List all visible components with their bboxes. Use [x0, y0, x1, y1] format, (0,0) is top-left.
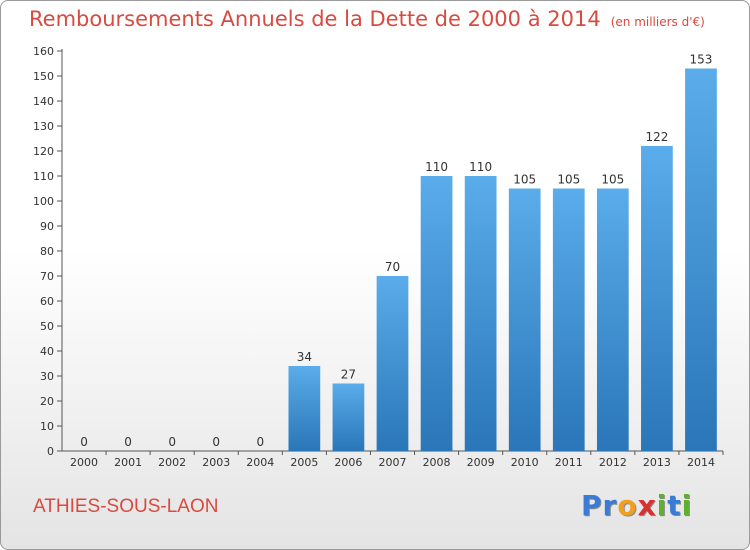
logo-letter: t: [667, 489, 682, 522]
bar-2009: [464, 176, 497, 451]
value-label: 70: [385, 260, 400, 274]
title-unit: (en milliers d'€): [610, 15, 705, 29]
bar-2011: [552, 188, 585, 451]
bar-2007: [376, 276, 409, 451]
x-tick-label: 2012: [599, 456, 627, 469]
value-label: 105: [557, 173, 580, 187]
y-tick-label: 100: [33, 195, 54, 208]
bar-2005: [288, 366, 321, 451]
y-axis: 0 10 20 30 40 50 60 70 80 90 100 110 120 130 140 150 160: [33, 45, 63, 458]
logo-letter: r: [602, 489, 618, 522]
x-tick-label: 2005: [290, 456, 318, 469]
value-label: 105: [513, 173, 536, 187]
y-tick-label: 40: [40, 345, 54, 358]
value-label: 153: [690, 53, 713, 67]
y-tick-label: 130: [33, 120, 54, 133]
y-tick-label: 50: [40, 320, 54, 333]
value-label: 27: [341, 368, 356, 382]
x-tick-label: 2001: [114, 456, 142, 469]
value-label: 0: [256, 435, 264, 449]
bar-2013: [641, 146, 673, 451]
value-label: 0: [80, 435, 88, 449]
x-tick-label: 2004: [246, 456, 274, 469]
x-tick-label: 2013: [643, 456, 671, 469]
logo-letter: i: [681, 489, 693, 522]
y-tick-label: 110: [33, 170, 54, 183]
value-label: 34: [297, 350, 312, 364]
value-label: 122: [645, 130, 668, 144]
chart-title: Remboursements Annuels de la Dette de 20…: [29, 7, 705, 31]
value-label: 105: [601, 173, 624, 187]
y-tick-label: 160: [33, 45, 54, 58]
x-tick-label: 2002: [158, 456, 186, 469]
logo-letter: x: [637, 489, 657, 522]
value-labels: 0 0 0 0 0 34 27 70 110 110 105 105 105 122 153: [80, 53, 712, 450]
commune-name: ATHIES-SOUS-LAON: [33, 496, 219, 517]
y-tick-label: 60: [40, 295, 54, 308]
title-text: Remboursements Annuels de la Dette de 20…: [29, 7, 601, 31]
x-tick-label: 2009: [467, 456, 495, 469]
value-label: 0: [168, 435, 176, 449]
x-axis: 2000 2001 2002 2003 2004 2005 2006 2007 2008 2009…: [62, 450, 724, 469]
y-tick-label: 150: [33, 70, 54, 83]
bar-2014: [685, 68, 717, 451]
bar-2008: [420, 176, 453, 451]
bar-2012: [596, 188, 629, 451]
x-tick-label: 2000: [70, 456, 98, 469]
proxiti-logo[interactable]: Proxiti: [581, 489, 692, 522]
y-tick-label: 120: [33, 145, 54, 158]
x-tick-label: 2010: [511, 456, 539, 469]
bars: [288, 68, 717, 451]
x-tick-label: 2008: [423, 456, 451, 469]
value-label: 0: [124, 435, 132, 449]
y-tick-label: 10: [40, 420, 54, 433]
x-tick-label: 2003: [202, 456, 230, 469]
x-tick-label: 2006: [334, 456, 362, 469]
value-label: 0: [212, 435, 220, 449]
y-tick-label: 0: [47, 445, 54, 458]
logo-letter: o: [617, 489, 638, 522]
value-label: 110: [469, 160, 492, 174]
x-tick-label: 2007: [379, 456, 407, 469]
logo-letter: i: [656, 489, 668, 522]
y-tick-label: 80: [40, 245, 54, 258]
x-tick-label: 2014: [687, 456, 715, 469]
x-tick-label: 2011: [555, 456, 583, 469]
value-label: 110: [425, 160, 448, 174]
y-tick-label: 20: [40, 395, 54, 408]
y-tick-label: 30: [40, 370, 54, 383]
y-tick-label: 70: [40, 270, 54, 283]
y-tick-label: 90: [40, 220, 54, 233]
bar-2010: [508, 188, 541, 451]
y-tick-label: 140: [33, 95, 54, 108]
bar-2006: [332, 383, 365, 451]
logo-letter: P: [581, 489, 603, 522]
